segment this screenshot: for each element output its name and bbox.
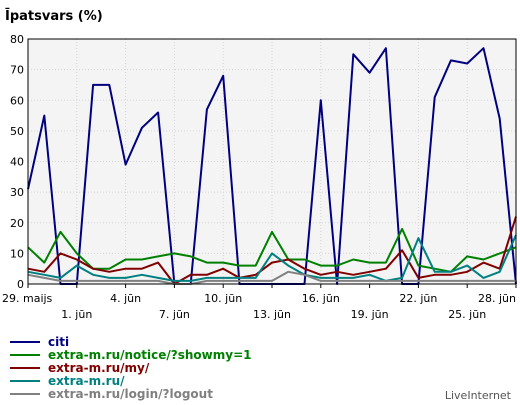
- x-tick-label: 28. jūn: [478, 292, 516, 305]
- brand-label: LiveInternet: [445, 389, 512, 402]
- legend-label: extra-m.ru/notice/?showmy=1: [48, 348, 252, 362]
- y-tick-label: 30: [10, 186, 24, 199]
- x-tick-label: 25. jūn: [448, 308, 486, 321]
- legend-label: citi: [48, 335, 69, 349]
- x-tick-label: 16. jūn: [302, 292, 340, 305]
- x-tick-label: 19. jūn: [351, 308, 389, 321]
- y-tick-label: 70: [10, 64, 24, 77]
- x-tick-label: 10. jūn: [204, 292, 242, 305]
- legend-label: extra-m.ru/login/?logout: [48, 387, 213, 401]
- y-tick-label: 20: [10, 217, 24, 230]
- series-line: [27, 270, 516, 285]
- x-tick-label: 1. jūn: [61, 308, 92, 321]
- y-tick-label: 60: [10, 94, 24, 107]
- x-tick-label: 29. maijs: [2, 292, 53, 305]
- x-tick-label: 13. jūn: [253, 308, 291, 321]
- y-tick-label: 0: [17, 278, 24, 291]
- legend: citiextra-m.ru/notice/?showmy=1extra-m.r…: [10, 335, 252, 401]
- y-tick-label: 10: [10, 247, 24, 260]
- y-tick-label: 80: [10, 33, 24, 46]
- legend-label: extra-m.ru/my/: [48, 361, 150, 375]
- y-axis: 0 10 20 30 40 50 60 70 80: [10, 33, 24, 291]
- chart-title: Īpatsvars (%): [5, 9, 103, 24]
- series-line: [27, 234, 517, 282]
- legend-label: extra-m.ru/: [48, 374, 125, 388]
- x-tick-label: 22. jūn: [399, 292, 437, 305]
- x-tick-label: 7. jūn: [159, 308, 190, 321]
- series-line: [27, 227, 517, 273]
- y-tick-label: 50: [10, 125, 24, 138]
- series-line: [27, 216, 517, 285]
- x-axis: 29. maijs 1. jūn 4. jūn 7. jūn 10. jūn 13. jū…: [2, 284, 517, 321]
- y-tick-label: 40: [10, 156, 24, 169]
- x-tick-label: 4. jūn: [110, 292, 141, 305]
